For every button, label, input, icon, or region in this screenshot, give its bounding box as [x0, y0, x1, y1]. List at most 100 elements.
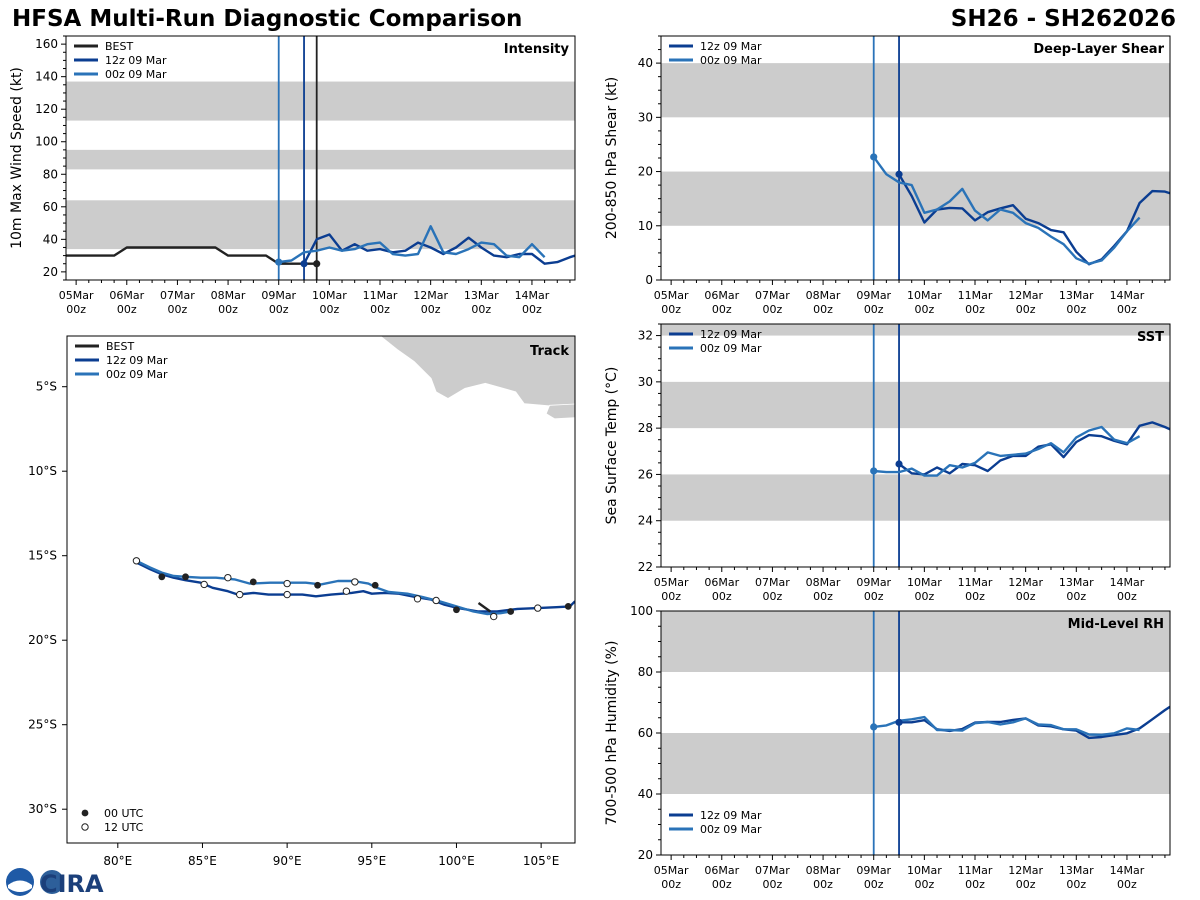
y-tick-label: 10: [638, 219, 653, 233]
legend-label: 00z 09 Mar: [106, 368, 168, 381]
x-tick-label: 11Mar: [363, 289, 398, 302]
x-tick-label: 00z: [661, 590, 681, 603]
shaded-band: [66, 81, 575, 121]
x-tick-label: 00z: [914, 590, 934, 603]
track-lines: [132, 557, 575, 621]
x-tick-label: 13Mar: [1059, 864, 1094, 877]
y-tick-label: 120: [35, 102, 58, 116]
x-tick-label: 00z: [269, 303, 289, 316]
track-point-00utc: [314, 581, 322, 589]
y-tick-label: 15°S: [28, 549, 57, 563]
x-tick-label: 05Mar: [654, 576, 689, 589]
cira-logo: CIRA: [6, 868, 104, 898]
legend-label: 12z 09 Mar: [700, 809, 762, 822]
x-tick-label: 00z: [914, 878, 934, 891]
series-start-marker: [870, 723, 878, 731]
x-tick-label: 00z: [218, 303, 238, 316]
x-tick-label: 00z: [914, 303, 934, 316]
x-tick-label: 06Mar: [704, 289, 739, 302]
x-tick-label: 12Mar: [1008, 864, 1043, 877]
y-tick-label: 0: [645, 273, 653, 287]
x-tick-label: 105°E: [523, 854, 560, 868]
panel-title: Mid-Level RH: [1068, 617, 1164, 632]
legend-label: 00z 09 Mar: [700, 823, 762, 836]
x-tick-label: 14Mar: [1110, 576, 1145, 589]
track-00z: [135, 559, 511, 616]
shaded-band: [66, 200, 575, 250]
x-tick-label: 00z: [965, 590, 985, 603]
x-tick-label: 80°E: [103, 854, 132, 868]
y-tick-label: 26: [638, 467, 653, 481]
x-tick-label: 00z: [370, 303, 390, 316]
shear-chart: 01020304005Mar00z06Mar00z07Mar00z08Mar00…: [604, 35, 1171, 316]
series-line: [898, 421, 1170, 476]
y-tick-label: 20: [43, 265, 58, 279]
shaded-band: [661, 324, 1170, 336]
y-tick-label: 25°S: [28, 718, 57, 732]
x-tick-label: 00z: [763, 878, 783, 891]
x-tick-label: 00z: [712, 590, 732, 603]
series-start-marker: [275, 258, 283, 266]
y-tick-label: 32: [638, 329, 653, 343]
panel-title: Deep-Layer Shear: [1033, 42, 1164, 57]
x-tick-label: 11Mar: [958, 289, 993, 302]
series-start-marker: [870, 467, 878, 475]
y-tick-label: 30°S: [28, 802, 57, 816]
x-tick-label: 00z: [712, 303, 732, 316]
land-group: [379, 336, 575, 420]
y-tick-label: 28: [638, 421, 653, 435]
shaded-band: [661, 381, 1170, 429]
x-tick-label: 10Mar: [312, 289, 347, 302]
x-tick-label: 11Mar: [958, 576, 993, 589]
x-tick-label: 07Mar: [755, 864, 790, 877]
track-12z: [135, 561, 575, 613]
x-tick-label: 00z: [1117, 303, 1137, 316]
x-tick-label: 08Mar: [806, 576, 841, 589]
y-tick-label: 5°S: [36, 380, 57, 394]
x-tick-label: 00z: [1066, 878, 1086, 891]
y-tick-label: 160: [35, 37, 58, 51]
shaded-band: [661, 171, 1170, 226]
series-line: [66, 246, 317, 265]
x-tick-label: 11Mar: [958, 864, 993, 877]
x-tick-label: 12Mar: [413, 289, 448, 302]
x-tick-label: 13Mar: [464, 289, 499, 302]
x-tick-label: 14Mar: [1110, 289, 1145, 302]
series-start-marker: [300, 260, 308, 268]
y-tick-label: 140: [35, 70, 58, 84]
x-tick-label: 07Mar: [755, 289, 790, 302]
x-tick-label: 12Mar: [1008, 576, 1043, 589]
x-tick-label: 05Mar: [654, 289, 689, 302]
x-tick-label: 90°E: [273, 854, 302, 868]
track-point-12utc: [490, 612, 498, 621]
shaded-band: [66, 149, 575, 170]
series-line: [278, 225, 546, 264]
y-tick-label: 24: [638, 514, 653, 528]
x-tick-label: 05Mar: [59, 289, 94, 302]
panel-title: SST: [1137, 330, 1164, 345]
track-best: [477, 602, 492, 613]
series-line: [302, 233, 575, 265]
x-tick-label: 00z: [1066, 303, 1086, 316]
shaded-band: [661, 733, 1170, 794]
x-tick-label: 00z: [168, 303, 188, 316]
globe-icon: [40, 870, 64, 894]
y-tick-label: 80: [43, 167, 58, 181]
track-point-12utc: [413, 595, 422, 603]
y-axis-label: 700-500 hPa Humidity (%): [604, 641, 620, 826]
track-point-00utc: [249, 578, 257, 586]
y-tick-label: 40: [638, 56, 653, 70]
track-point-12utc: [342, 587, 351, 595]
y-tick-label: 22: [638, 560, 653, 574]
shaded-band: [661, 474, 1170, 521]
track-point-00utc: [182, 573, 189, 581]
y-tick-label: 40: [638, 787, 653, 801]
plot-frame: [66, 335, 576, 844]
x-tick-label: 00z: [813, 878, 833, 891]
x-tick-label: 00z: [965, 878, 985, 891]
